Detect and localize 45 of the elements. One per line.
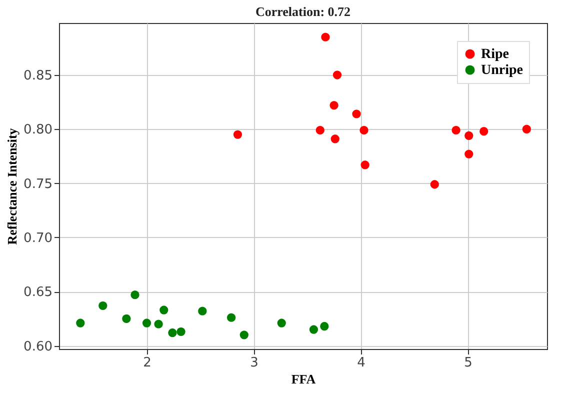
y-tick-label: 0.60 bbox=[24, 339, 52, 354]
chart-title: Correlation: 0.72 bbox=[255, 4, 351, 19]
point bbox=[154, 320, 163, 328]
point bbox=[352, 110, 361, 118]
point bbox=[76, 318, 85, 328]
point bbox=[168, 328, 177, 338]
point bbox=[142, 318, 152, 328]
point bbox=[452, 126, 460, 135]
point bbox=[332, 70, 342, 80]
legend-label: Unripe bbox=[481, 63, 523, 78]
y-tick-label: 0.80 bbox=[24, 122, 52, 138]
point bbox=[360, 126, 368, 135]
legend-label: Ripe bbox=[481, 47, 509, 62]
point bbox=[198, 306, 207, 316]
y-tick-label: 0.70 bbox=[24, 230, 52, 246]
point bbox=[277, 318, 286, 328]
point bbox=[480, 126, 488, 136]
point bbox=[522, 124, 531, 134]
point bbox=[233, 130, 242, 139]
point bbox=[360, 160, 370, 170]
point bbox=[330, 134, 340, 144]
point bbox=[309, 325, 318, 334]
y-tick-label: 0.85 bbox=[24, 68, 52, 84]
point bbox=[226, 313, 236, 322]
point bbox=[430, 180, 439, 189]
point bbox=[464, 131, 474, 140]
point bbox=[176, 327, 186, 336]
x-tick-label: 3 bbox=[250, 356, 258, 370]
x-axis-title: FFA bbox=[291, 372, 316, 386]
point bbox=[122, 314, 131, 323]
point bbox=[316, 126, 324, 135]
point bbox=[464, 150, 474, 158]
x-tick-label: 4 bbox=[357, 356, 366, 370]
point bbox=[330, 100, 338, 110]
point bbox=[98, 301, 108, 310]
point bbox=[321, 32, 330, 42]
point bbox=[160, 306, 168, 314]
y-tick-label: 0.75 bbox=[24, 176, 52, 192]
x-tick-label: 5 bbox=[464, 356, 472, 370]
point bbox=[240, 330, 248, 340]
y-tick-label: 0.65 bbox=[24, 285, 52, 300]
y-axis-title: Reflectance Intensity bbox=[4, 128, 20, 245]
point bbox=[320, 322, 329, 331]
x-tick-label: 2 bbox=[143, 356, 152, 370]
point bbox=[130, 290, 140, 300]
